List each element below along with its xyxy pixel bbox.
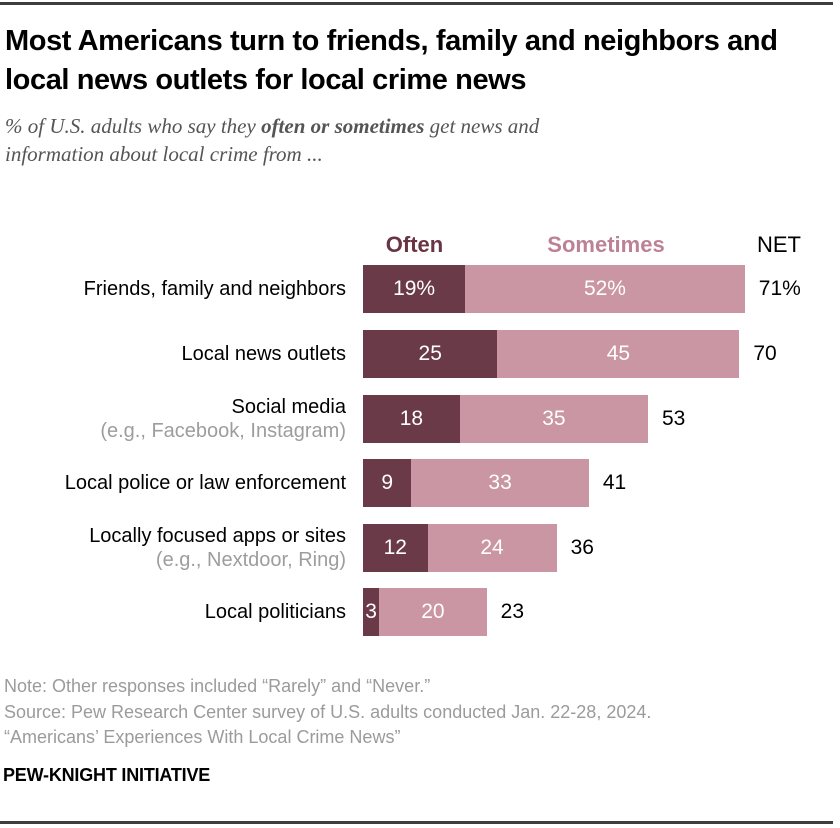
often-segment: 19% — [363, 265, 466, 313]
row-label-main: Friends, family and neighbors — [83, 278, 346, 300]
row-label-main: Local news outlets — [181, 343, 346, 365]
source-line: Source: Pew Research Center survey of U.… — [4, 701, 652, 722]
report-title-line: “Americans’ Experiences With Local Crime… — [4, 727, 401, 747]
sometimes-segment: 35 — [459, 395, 648, 443]
row-label-main: Locally focused apps or sites — [89, 525, 346, 547]
row-label: Local police or law enforcement — [0, 459, 346, 507]
legend-sometimes: Sometimes — [547, 232, 665, 257]
brand-label: PEW-KNIGHT INITIATIVE — [3, 765, 211, 785]
row-label: Friends, family and neighbors — [0, 265, 346, 313]
often-segment: 12 — [363, 524, 428, 572]
often-segment: 9 — [363, 459, 412, 507]
net-value: 70 — [753, 342, 777, 365]
sometimes-segment: 52% — [465, 265, 745, 313]
subtitle-bold-text: often or sometimes — [261, 114, 425, 138]
row-label-main: Social media — [231, 396, 346, 418]
legend-often: Often — [385, 232, 444, 257]
net-value: 23 — [500, 600, 525, 623]
net-value: 53 — [661, 407, 686, 430]
chart-subtitle: % of U.S. adults who say they often or s… — [5, 112, 805, 168]
page-title: Most Americans turn to friends, family a… — [5, 25, 778, 96]
net-value: 71% — [758, 277, 801, 300]
row-label-main: Local politicians — [204, 601, 346, 623]
sometimes-segment: 45 — [497, 330, 740, 378]
row-label: Social media (e.g., Facebook, Instagram) — [0, 395, 346, 443]
row-label-sub: (e.g., Facebook, Instagram) — [100, 420, 346, 442]
often-segment: 3 — [363, 588, 380, 636]
sometimes-segment: 24 — [427, 524, 557, 572]
row-label: Locally focused apps or sites (e.g., Next… — [0, 524, 346, 572]
often-segment: 18 — [363, 395, 460, 443]
row-label-sub: (e.g., Nextdoor, Ring) — [155, 549, 346, 571]
sometimes-segment: 33 — [411, 459, 589, 507]
sometimes-segment: 20 — [379, 588, 487, 636]
legend-net-header: NET — [757, 232, 801, 257]
subtitle-text: % of U.S. adults who say they — [5, 114, 262, 138]
subtitle-line2: information about local crime from ... — [5, 142, 323, 166]
row-label: Local politicians — [0, 588, 346, 636]
row-label-main: Local police or law enforcement — [64, 472, 346, 494]
net-value: 41 — [602, 471, 627, 494]
net-value: 36 — [570, 536, 594, 559]
subtitle-text-end: get news and — [424, 114, 540, 138]
note-line: Note: Other responses included “Rarely” … — [4, 676, 431, 696]
row-label: Local news outlets — [0, 330, 346, 378]
bottom-divider — [0, 821, 833, 824]
top-divider — [0, 2, 833, 5]
footer-notes: Note: Other responses included “Rarely” … — [4, 674, 804, 751]
often-segment: 25 — [363, 330, 498, 378]
